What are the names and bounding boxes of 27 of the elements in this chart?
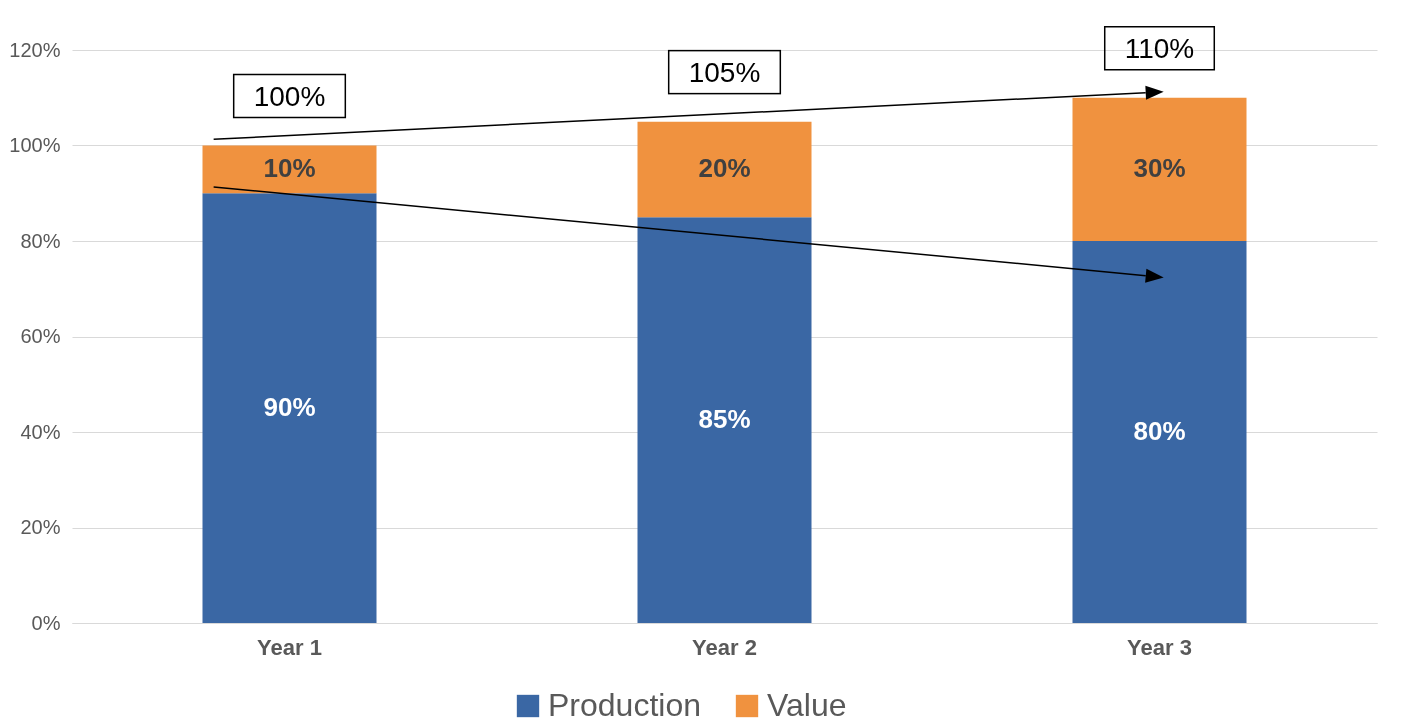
y-tick-label: 120% xyxy=(9,38,61,61)
legend-label: Production xyxy=(548,687,701,723)
data-label: 80% xyxy=(1133,416,1186,446)
data-label: 20% xyxy=(698,153,751,184)
bar xyxy=(1072,97,1247,241)
x-tick-label: Year 3 xyxy=(1127,634,1192,660)
bar xyxy=(1072,241,1247,623)
bar xyxy=(637,121,812,218)
y-tick-label: 60% xyxy=(20,325,61,347)
y-tick-label: 100% xyxy=(9,134,61,156)
data-label: 10% xyxy=(263,153,316,184)
total-label: 110% xyxy=(1124,32,1195,64)
bar xyxy=(202,145,377,194)
x-tick-label: Year 1 xyxy=(257,634,322,660)
y-tick-label: 0% xyxy=(31,611,61,634)
bar xyxy=(202,193,377,623)
data-label: 30% xyxy=(1133,153,1186,184)
data-label: 85% xyxy=(698,404,751,435)
y-tick-label: 40% xyxy=(20,420,61,443)
legend-label: Value xyxy=(767,687,847,723)
total-label: 105% xyxy=(688,56,761,88)
bar xyxy=(637,217,812,623)
y-tick-label: 20% xyxy=(20,516,61,538)
y-tick-label: 80% xyxy=(20,229,61,252)
x-tick-label: Year 2 xyxy=(692,634,757,660)
data-label: 90% xyxy=(263,392,316,423)
total-label: 100% xyxy=(253,80,326,112)
